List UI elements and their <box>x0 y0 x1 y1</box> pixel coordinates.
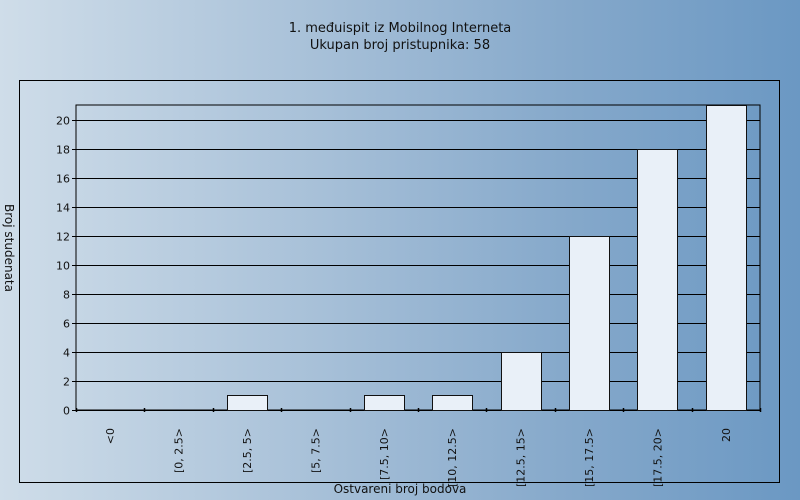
x-tick-label: 20 <box>720 428 733 442</box>
y-tick-label: 20 <box>56 115 70 128</box>
x-tick-label: [15, 17.5> <box>583 428 596 487</box>
x-tick-label: [17.5, 20> <box>651 428 664 487</box>
x-tick-label: [7.5, 10> <box>378 428 391 480</box>
y-tick-label: 0 <box>63 405 70 418</box>
bar <box>227 395 268 411</box>
bar <box>569 236 610 411</box>
x-tick-label: <0 <box>104 428 117 444</box>
chart-title: 1. međuispit iz Mobilnog Interneta <box>288 21 512 36</box>
chart-subtitle: Ukupan broj pristupnika: 58 <box>309 38 491 53</box>
x-axis-label: Ostvareni broj bodova <box>333 482 467 496</box>
y-tick-label: 10 <box>56 260 70 273</box>
y-tick-label: 2 <box>63 376 70 389</box>
x-tick-label: [5, 7.5> <box>309 428 322 473</box>
bar <box>706 105 747 411</box>
y-tick-label: 8 <box>63 289 70 302</box>
y-tick-label: 6 <box>63 318 70 331</box>
bar <box>637 149 678 411</box>
y-tick-label: 16 <box>56 173 70 186</box>
bar <box>432 395 473 411</box>
x-tick-label: [12.5, 15> <box>515 428 528 487</box>
y-tick-label: 14 <box>56 202 70 215</box>
bar <box>501 352 542 411</box>
x-tick-label: [10, 12.5> <box>446 428 459 487</box>
y-tick-label: 12 <box>56 231 70 244</box>
x-tick-label: [2.5, 5> <box>241 428 254 473</box>
y-tick-label: 4 <box>63 347 70 360</box>
plot-frame <box>19 80 780 483</box>
y-tick-label: 18 <box>56 144 70 157</box>
bar <box>364 395 405 411</box>
x-tick-label: [0, 2.5> <box>173 428 186 473</box>
